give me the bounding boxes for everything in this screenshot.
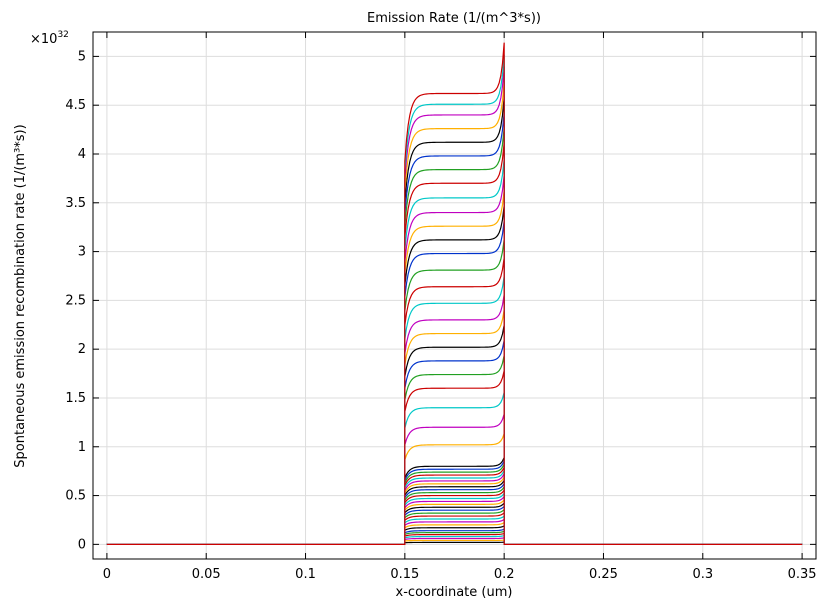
y-tick-label: 3.5 [65,196,86,211]
series-line [106,534,803,545]
x-tick-label: 0.05 [192,567,221,582]
series-line [106,239,803,545]
series-line [106,309,803,545]
series-line [106,158,803,545]
series-line [106,175,803,545]
series-line [106,127,803,545]
series-line [106,530,803,545]
y-multiplier-exp: 32 [57,30,68,40]
series-line [106,66,803,545]
x-tick-label: 0.15 [390,567,419,582]
y-multiplier-base: ×10 [30,32,57,47]
series-line [106,112,803,545]
series-line [106,457,803,545]
series-line [106,484,803,545]
series-line [106,524,803,545]
series-line [106,478,803,545]
series-line [106,521,803,545]
series-line [106,532,803,545]
y-tick-label: 1 [78,440,86,455]
y-multiplier: ×1032 [30,30,69,47]
series-line [106,481,803,545]
series-line [106,470,803,545]
series-line [106,528,803,545]
y-tick-label: 2.5 [65,293,86,308]
series-line [106,494,803,545]
x-tick-label: 0.25 [589,567,618,582]
series-line [106,537,803,545]
series-line [106,511,803,545]
series-line [106,471,803,545]
x-tick-label: 0.35 [788,567,817,582]
series-line [106,541,803,545]
series-line [106,142,803,545]
series-line [106,54,803,545]
series-line [106,504,803,545]
series-line [106,81,803,545]
x-tick-label: 0 [103,567,111,582]
series-line [106,96,803,545]
series-line [106,498,803,545]
chart-title: Emission Rate (1/(m^3*s)) [367,11,541,26]
series-line [106,539,803,545]
grid [93,32,816,559]
series-line [106,433,803,545]
series-line [106,220,803,545]
series-line [106,474,803,545]
y-tick-label: 0 [78,537,86,552]
y-axis-label: Spontaneous emission recombination rate … [13,124,28,467]
series-line [106,42,803,545]
series-line [106,370,803,545]
series-line [106,460,803,545]
series-line [106,340,803,545]
y-tick-label: 2 [78,342,86,357]
series-line [106,501,803,545]
series-line [106,518,803,545]
series-line [106,508,803,545]
x-tick-label: 0.2 [494,567,515,582]
series-line [106,276,803,545]
series-line [106,355,803,545]
plot-frame [92,31,817,560]
series-line [106,488,803,545]
series-line [106,294,803,545]
x-tick-label: 0.3 [692,567,713,582]
ticks: 0 0.05 0.1 0.15 0.2 0.25 0.3 0.35 0 0.5 1 1.5 2 2.5 3 3… [65,32,817,582]
series-line [106,257,803,545]
series-line [106,514,803,545]
y-tick-label: 5 [78,49,86,64]
series-line [106,205,803,545]
series-line [106,190,803,545]
y-tick-label: 0.5 [65,489,86,504]
x-tick-label: 0.1 [295,567,316,582]
y-tick-label: 3 [78,245,86,260]
series-group [106,42,803,545]
series-line [106,463,803,545]
series-line [106,491,803,545]
y-tick-label: 1.5 [65,391,86,406]
series-line [106,466,803,545]
series-line [106,324,803,545]
series-line [106,392,803,545]
x-axis-label: x-coordinate (um) [396,585,513,600]
y-tick-label: 4 [78,147,86,162]
series-line [106,413,803,545]
y-tick-label: 4.5 [65,98,86,113]
